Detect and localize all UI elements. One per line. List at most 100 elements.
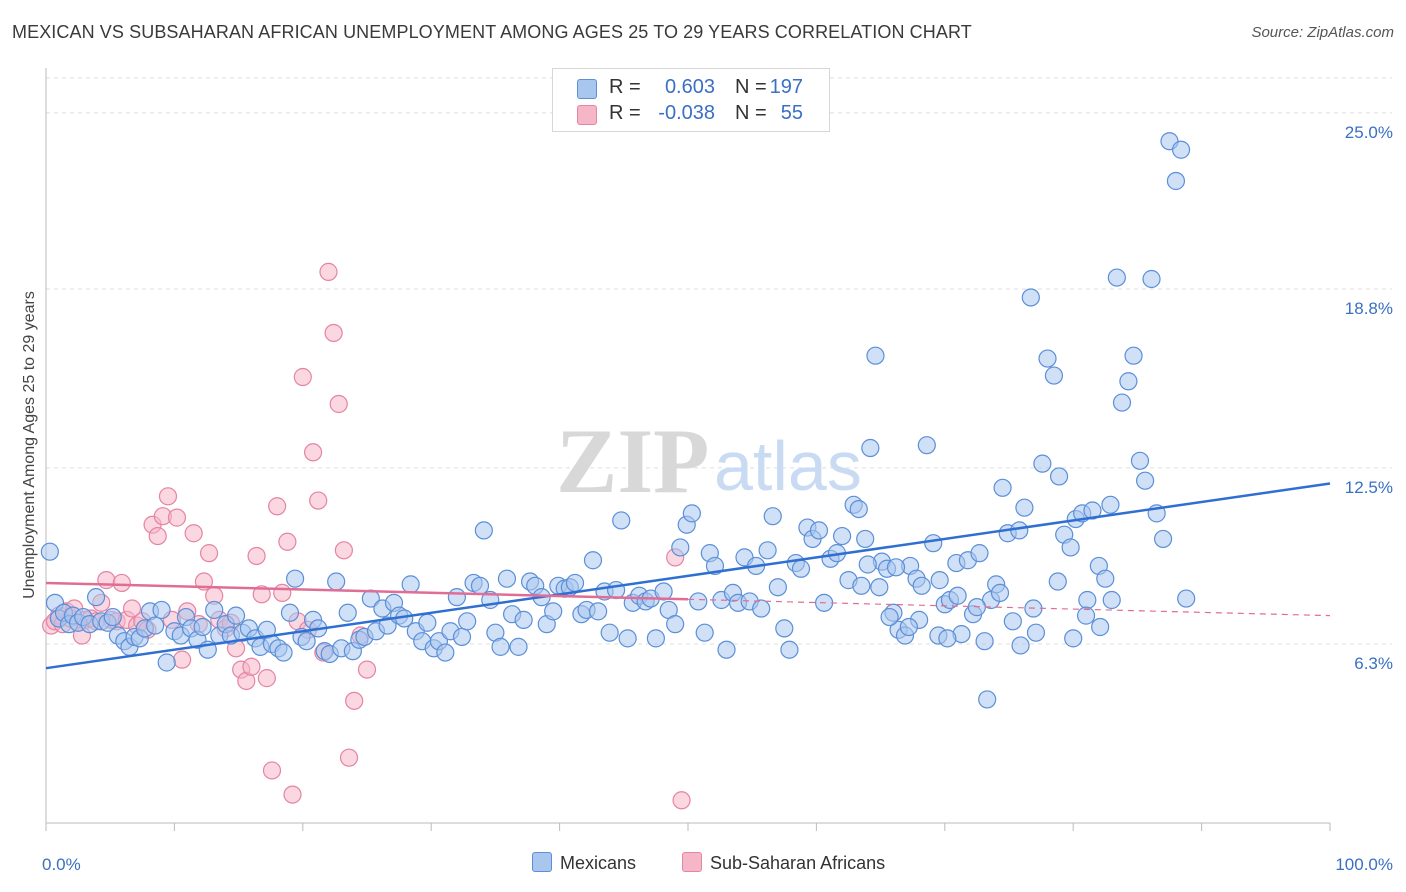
mexicans-point	[866, 346, 885, 365]
bottom-legend-label-subsaharan: Sub-Saharan Africans	[710, 853, 886, 873]
tick-labels: 6.3% 12.5% 18.8% 25.0% 0.0% 100.0%	[42, 123, 1393, 874]
mexicans-point	[401, 575, 420, 594]
subsaharan-point	[242, 657, 261, 676]
legend-row-mexicans: R = 0.603 N = 197	[553, 75, 829, 101]
mexicans-point	[930, 571, 949, 590]
legend-box: R = 0.603 N = 197 R = -0.038 N = 55	[552, 68, 830, 132]
mexicans-point	[861, 438, 880, 458]
subsaharan-point	[252, 585, 271, 604]
legend-r-value: 0.603	[664, 76, 715, 98]
mexicans-point	[809, 521, 829, 540]
mexicans-point	[993, 478, 1012, 497]
subsaharan-point	[329, 394, 348, 414]
mexicans-point	[327, 572, 346, 591]
mexicans-point	[1026, 623, 1046, 642]
mexicans-point	[1011, 636, 1030, 655]
mexicans-point	[1010, 521, 1029, 540]
mexicans-point	[274, 643, 293, 662]
mexicans-point	[436, 643, 455, 662]
mexicans-point	[458, 612, 477, 631]
subsaharan-point	[672, 791, 691, 810]
series-mexicans-points	[40, 132, 1196, 709]
series-subsaharan-points	[42, 262, 691, 810]
mexicans-point	[1112, 393, 1132, 412]
mexicans-point	[1171, 140, 1191, 159]
legend-n-value: 197	[769, 76, 803, 98]
mexicans-point	[1048, 572, 1067, 591]
mexicans-point	[752, 599, 771, 618]
mexicans-point	[338, 603, 357, 622]
mexicans-point	[157, 653, 176, 672]
mexicans-point	[990, 583, 1010, 603]
chart-title: MEXICAN VS SUBSAHARAN AFRICAN UNEMPLOYME…	[12, 22, 972, 42]
trend-lines	[45, 482, 1331, 670]
trend-line-subsaharan-extension	[687, 598, 1331, 617]
mexicans-point	[1083, 501, 1102, 520]
bottom-legend-mexicans: Mexicans	[532, 852, 636, 874]
mexicans-point	[1136, 471, 1155, 490]
y-tick-label: 25.0%	[1345, 123, 1393, 142]
subsaharan-point	[339, 748, 359, 767]
subsaharan-point	[247, 546, 266, 566]
subsaharan-point	[262, 761, 282, 780]
mexicans-point	[1142, 269, 1161, 289]
subsaharan-point	[122, 599, 142, 618]
mexicans-point	[917, 436, 936, 455]
mexicans-point	[491, 637, 510, 656]
mexicans-point	[600, 623, 619, 642]
mexicans-point	[975, 632, 994, 651]
mexicans-point	[103, 607, 122, 627]
mexicans-point	[856, 529, 875, 549]
legend-r-value: -0.038	[658, 102, 715, 124]
mexicans-point	[886, 558, 906, 577]
mexicans-point	[1044, 366, 1064, 385]
subsaharan-point	[309, 491, 328, 510]
mexicans-point	[1102, 590, 1121, 610]
legend-n-label: N =	[735, 76, 767, 98]
mexicans-point	[1107, 268, 1126, 287]
subsaharan-point	[148, 526, 167, 546]
subsaharan-point	[319, 262, 338, 281]
subsaharan-point	[357, 660, 377, 679]
mexicans-point	[849, 499, 868, 519]
trend-line-subsaharan	[45, 581, 689, 601]
mexicans-point	[514, 610, 533, 629]
subsaharan-point	[112, 573, 131, 593]
x-tick-label-start: 0.0%	[42, 855, 81, 874]
mexicans-point	[780, 640, 799, 659]
mexicans-point	[682, 504, 701, 523]
mexicans-point	[1064, 629, 1083, 648]
mexicans-point	[1096, 569, 1115, 588]
mexicans-point	[1021, 288, 1040, 307]
mexicans-point	[763, 507, 782, 526]
bottom-legend-subsaharan: Sub-Saharan Africans	[682, 852, 885, 874]
y-tick-label: 6.3%	[1354, 654, 1393, 673]
subsaharan-point	[293, 367, 312, 387]
watermark-atlas: atlas	[714, 427, 862, 505]
mexicans-point	[671, 538, 690, 557]
mexicans-point	[717, 640, 736, 659]
legend-r-label: R =	[609, 102, 641, 124]
mexicans-point	[978, 690, 997, 709]
mexicans-point	[775, 619, 794, 638]
subsaharan-point	[167, 508, 187, 527]
legend-n-label: N =	[735, 102, 767, 124]
legend-r-label: R =	[609, 76, 641, 98]
subsaharan-point	[324, 323, 343, 343]
mexicans-point	[689, 592, 708, 611]
y-tick-label: 12.5%	[1345, 478, 1393, 497]
legend-swatch-blue	[577, 79, 597, 99]
mexicans-point	[226, 606, 246, 625]
mexicans-point	[497, 569, 517, 588]
mexicans-point	[470, 576, 490, 595]
subsaharan-point	[334, 541, 353, 560]
mexicans-point	[146, 616, 165, 635]
mexicans-point	[852, 576, 871, 595]
mexicans-point	[544, 602, 563, 621]
mexicans-point	[1038, 349, 1057, 368]
subsaharan-point	[257, 669, 276, 688]
y-tick-label: 18.8%	[1345, 299, 1393, 318]
mexicans-point	[912, 576, 931, 595]
bottom-legend-label-mexicans: Mexicans	[560, 853, 637, 873]
subsaharan-point	[268, 497, 287, 516]
